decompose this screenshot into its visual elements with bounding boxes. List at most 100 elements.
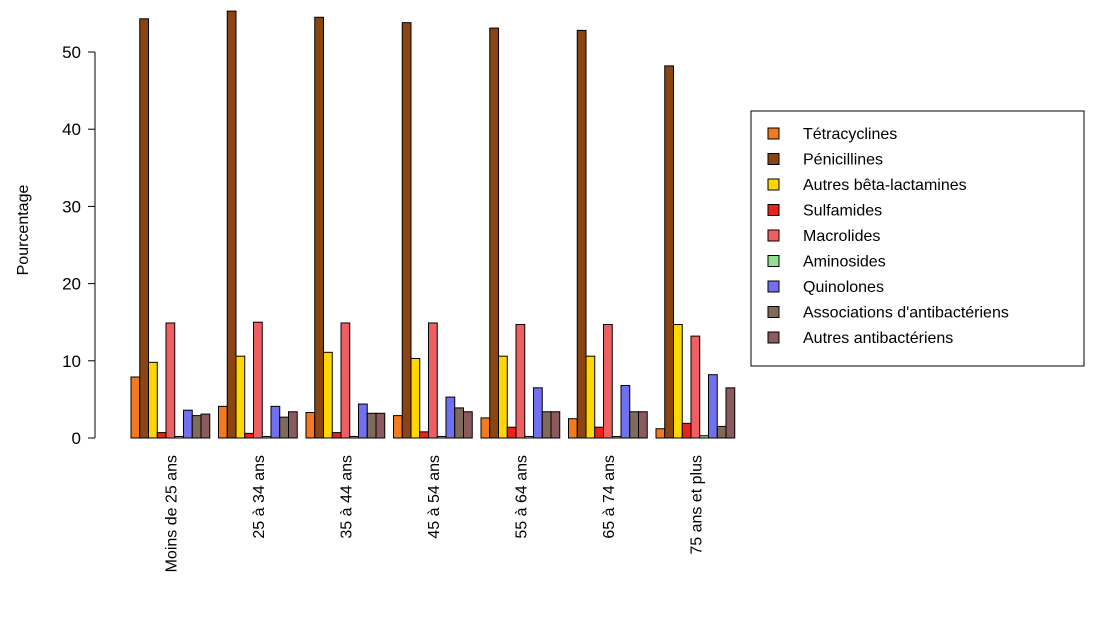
legend-item: Pénicillines (767, 152, 883, 169)
legend-swatch (767, 204, 780, 216)
bar (288, 411, 298, 439)
bar (270, 405, 281, 439)
legend-item: Sulfamides (767, 203, 882, 220)
y-tick-label: 50 (62, 43, 81, 62)
bar (454, 407, 464, 439)
legend-label: Associations d'antibactériens (803, 305, 1009, 322)
bar (174, 435, 184, 439)
bar (550, 411, 561, 439)
bar-group (130, 18, 211, 439)
legend-swatch (767, 331, 780, 344)
x-tick-label: 45 à 54 ans (426, 455, 443, 539)
bar (716, 425, 727, 439)
x-axis-labels: Moins de 25 ans 25 à 34 ans 35 à 44 ans 45 … (163, 455, 705, 572)
x-tick-label: 75 ans et plus (688, 455, 705, 555)
x-tick-label: Moins de 25 ans (163, 455, 180, 572)
legend-swatch (767, 178, 780, 191)
bar (323, 351, 333, 439)
bar (340, 322, 351, 439)
legend-item: Autres bêta-lactamines (767, 177, 967, 194)
x-tick-label: 35 à 44 ans (338, 455, 355, 539)
bar (130, 376, 141, 439)
bar (541, 411, 552, 439)
bar (331, 432, 342, 439)
legend-label: Autres bêta-lactamines (803, 177, 967, 194)
legend-swatch (767, 280, 780, 293)
legend-item: Macrolides (767, 228, 880, 245)
legend-swatch (767, 127, 780, 140)
bar (638, 411, 648, 439)
bar (218, 405, 228, 439)
legend-item: Associations d'antibactériens (767, 305, 1009, 322)
bar (664, 65, 674, 439)
bar (375, 412, 386, 439)
legend-swatch (767, 255, 780, 267)
bar (349, 435, 359, 439)
bar (681, 422, 692, 439)
bar-group (218, 10, 298, 439)
bar (445, 396, 456, 439)
bar (428, 322, 438, 439)
legend-item: Tétracyclines (767, 126, 897, 143)
y-tick-label: 10 (62, 352, 81, 371)
bar (165, 322, 176, 439)
bar (139, 18, 149, 439)
legend-label: Autres antibactériens (803, 330, 953, 347)
x-tick-label: 65 à 74 ans (601, 455, 618, 539)
bar (200, 413, 211, 439)
bar (489, 27, 499, 439)
bar-group (305, 16, 386, 439)
bar-group (393, 22, 473, 439)
y-tick-label: 20 (62, 275, 81, 294)
legend-label: Pénicillines (803, 152, 883, 169)
bar (673, 324, 683, 439)
bar (699, 435, 709, 439)
legend-swatch (767, 153, 780, 165)
y-axis-title: Pourcentage (15, 185, 32, 276)
legend-label: Aminosides (803, 254, 886, 271)
bar (253, 321, 263, 439)
bar (305, 412, 316, 439)
bar (156, 432, 167, 439)
bar (629, 411, 639, 439)
bar (148, 361, 158, 439)
bar (393, 415, 403, 439)
bar (620, 385, 631, 439)
bar (655, 428, 666, 439)
bar-group (568, 29, 648, 439)
legend-items: Tétracyclines Pénicillines Autres bêta-lac… (767, 126, 1009, 347)
bar (261, 435, 272, 439)
bar (235, 355, 246, 439)
legend-item: Quinolones (767, 279, 884, 296)
bar (366, 412, 377, 439)
legend-label: Sulfamides (803, 203, 882, 220)
legend-item: Autres antibactériens (767, 330, 953, 347)
bar (725, 387, 736, 439)
bar (314, 16, 324, 439)
bar (279, 416, 289, 439)
bar (603, 324, 613, 439)
bar-group (480, 27, 561, 439)
legend-box (750, 110, 1085, 367)
bar (568, 418, 578, 439)
y-tick-label: 0 (72, 429, 81, 448)
bar (244, 432, 254, 439)
bar (498, 355, 508, 439)
bar (708, 374, 718, 439)
bar (515, 324, 526, 439)
bars (130, 10, 736, 439)
y-tick-label: 30 (62, 197, 81, 216)
bar (524, 435, 534, 439)
bar (226, 10, 237, 439)
bar (480, 417, 491, 439)
legend-label: Tétracyclines (803, 126, 897, 143)
legend-item: Aminosides (767, 254, 886, 271)
legend-label: Macrolides (803, 228, 880, 245)
bar (506, 426, 517, 439)
bar (191, 415, 202, 439)
legend-label: Quinolones (803, 279, 884, 296)
y-axis: 0 10 20 30 40 50 (62, 43, 96, 448)
x-tick-label: 55 à 64 ans (513, 455, 530, 539)
bar (358, 403, 368, 439)
